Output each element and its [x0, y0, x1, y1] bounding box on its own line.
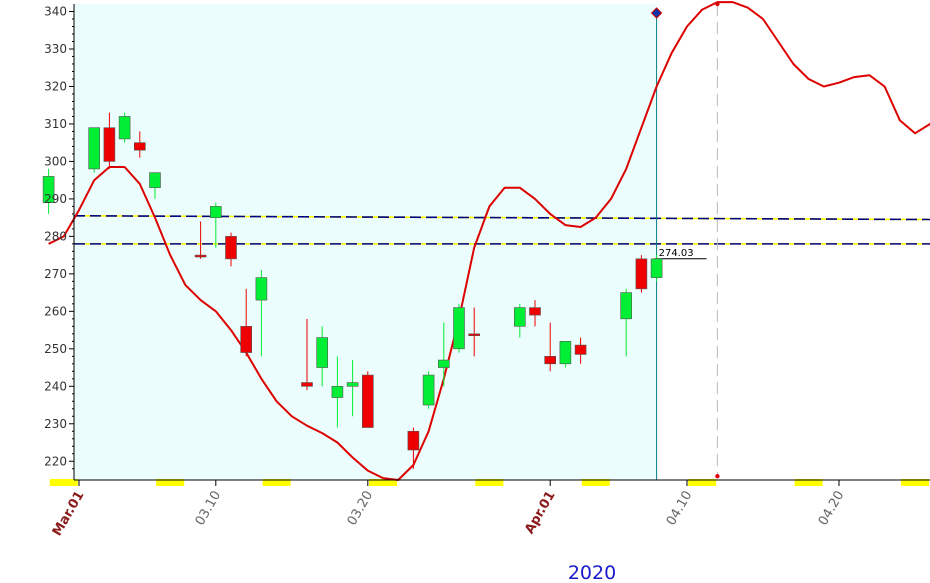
candle — [194, 221, 207, 259]
candle-body — [620, 292, 633, 320]
weekend-marker — [581, 479, 610, 486]
candle — [240, 288, 252, 357]
candle — [544, 322, 557, 372]
candle — [118, 112, 131, 143]
candle — [407, 427, 420, 469]
weekend-marker — [901, 479, 929, 486]
candle-body — [225, 236, 237, 260]
candle — [225, 232, 237, 267]
candle-body — [255, 277, 268, 301]
y-tick-label: 330 — [44, 42, 67, 56]
weekend-marker — [156, 479, 185, 486]
y-tick-label: 300 — [44, 154, 67, 168]
plot-background — [49, 4, 930, 486]
last-price-label: 274.03 — [659, 248, 694, 259]
x-tick-label: Mar.01 — [50, 489, 88, 539]
candle-body — [134, 142, 146, 151]
candle-body — [422, 374, 435, 406]
y-tick-label: 260 — [44, 304, 67, 318]
projection-low-dot — [715, 474, 720, 479]
candle — [42, 168, 55, 214]
y-tick-label: 320 — [44, 79, 67, 93]
candle — [422, 371, 435, 409]
candle-body — [437, 359, 450, 368]
y-tick-label: 340 — [44, 4, 67, 18]
candle-body — [574, 344, 587, 355]
candle-body — [88, 127, 100, 170]
candle-body — [301, 382, 313, 387]
candle — [635, 255, 648, 293]
candle-body — [149, 172, 161, 188]
y-tick-label: 250 — [44, 342, 67, 356]
candle-body — [194, 254, 207, 258]
y-tick-label: 280 — [44, 229, 67, 243]
y-tick-label: 290 — [44, 192, 67, 206]
candle-body — [650, 258, 663, 278]
candle — [574, 337, 587, 364]
x-tick-label: 04.20 — [816, 489, 848, 529]
year-label: 2020 — [568, 562, 616, 583]
y-tick-label: 270 — [44, 267, 67, 281]
candle — [331, 356, 344, 428]
candle-body — [361, 374, 374, 428]
cursor-marker — [650, 7, 663, 19]
candle — [529, 300, 541, 327]
x-tick-label: 03.10 — [193, 489, 225, 529]
weekend-marker — [262, 479, 291, 486]
y-tick-label: 230 — [44, 417, 67, 431]
price-curve-line — [48, 1, 930, 481]
candle-body — [42, 176, 55, 203]
candle-body — [407, 430, 420, 451]
candle — [134, 131, 146, 158]
candle — [255, 270, 268, 357]
candle-body — [635, 258, 648, 290]
candle — [453, 303, 465, 353]
y-tick-label: 220 — [44, 454, 67, 468]
candle-body — [316, 337, 329, 368]
weekend-marker — [475, 479, 504, 486]
candle — [620, 288, 633, 357]
candle-body — [331, 385, 344, 398]
x-tick-label: 04.10 — [664, 489, 696, 529]
candle — [103, 112, 116, 169]
candle — [468, 307, 481, 357]
candle — [513, 303, 526, 338]
candle-body — [240, 326, 252, 353]
candles — [42, 112, 663, 469]
candle-body — [346, 382, 359, 387]
candle — [361, 371, 374, 428]
weekend-marker — [369, 479, 397, 486]
candle-body — [513, 307, 526, 327]
candle — [210, 202, 222, 248]
candle — [437, 322, 450, 387]
candle — [316, 326, 329, 387]
x-tick-label: 03.20 — [345, 489, 377, 529]
candle — [88, 127, 100, 173]
weekend-marker — [49, 479, 78, 486]
candle-body — [544, 356, 557, 365]
price-curve — [48, 1, 930, 481]
y-tick-label: 310 — [44, 117, 67, 131]
candle-body — [210, 206, 222, 218]
x-tick-label: Apr.01 — [522, 489, 558, 537]
candle-body — [559, 341, 572, 365]
candle-body — [529, 307, 541, 316]
reference-line — [73, 214, 930, 221]
candle-body — [468, 333, 481, 337]
candle-body — [103, 127, 116, 162]
candle — [559, 341, 572, 368]
y-tick-label: 240 — [44, 379, 67, 393]
candle — [149, 172, 161, 199]
candle — [301, 318, 313, 391]
candle-body — [453, 307, 465, 350]
candle-body — [118, 116, 131, 140]
candle — [346, 360, 359, 417]
weekend-marker — [794, 479, 823, 486]
candle — [650, 255, 663, 282]
weekend-marker — [688, 479, 717, 486]
